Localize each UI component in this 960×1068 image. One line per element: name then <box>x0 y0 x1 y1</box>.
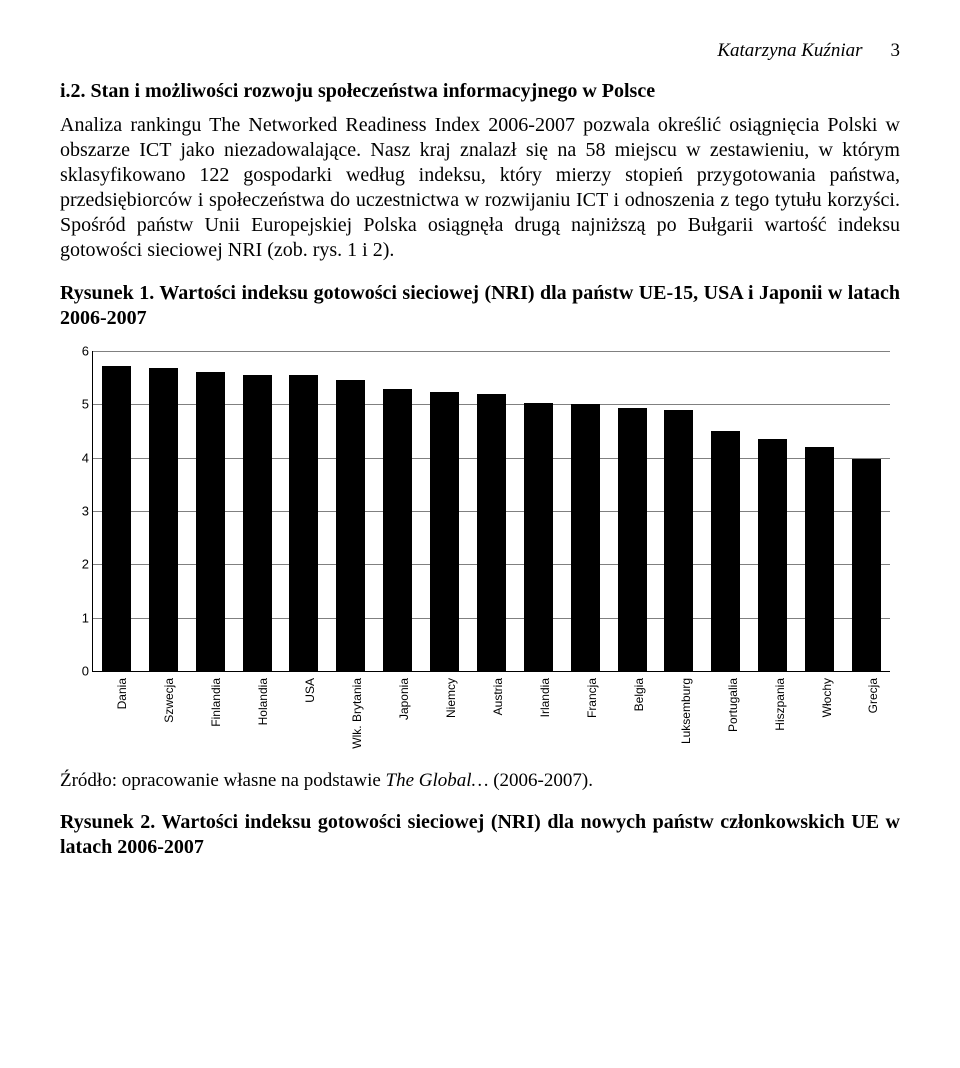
chart-bar <box>852 459 881 671</box>
chart-bar <box>664 410 693 671</box>
chart-bar-slot <box>796 351 843 671</box>
chart-ytick-label: 5 <box>71 397 89 412</box>
chart-bar-slot <box>140 351 187 671</box>
chart-bar-slot <box>515 351 562 671</box>
chart-x-label: Szwecja <box>139 672 186 762</box>
chart-bar <box>149 368 178 671</box>
chart-x-label: Dania <box>92 672 139 762</box>
chart-bar-slot <box>374 351 421 671</box>
chart-ytick-label: 0 <box>71 664 89 679</box>
chart-x-label: Holandia <box>233 672 280 762</box>
chart-bar-slot <box>327 351 374 671</box>
figure-1-caption-text: Rysunek 1. Wartości indeksu gotowości si… <box>60 282 900 329</box>
chart-bar <box>571 404 600 671</box>
source-italic: The Global… <box>386 770 489 791</box>
chart-bar <box>711 431 740 671</box>
chart-bar <box>243 375 272 671</box>
author-name: Katarzyna Kuźniar <box>717 40 862 62</box>
chart-bar <box>477 394 506 671</box>
chart-bar-slot <box>187 351 234 671</box>
chart-bar-slot <box>702 351 749 671</box>
chart-bar <box>336 380 365 671</box>
figure-1-caption: Rysunek 1. Wartości indeksu gotowości si… <box>60 281 900 331</box>
chart-ytick-label: 3 <box>71 504 89 519</box>
body-paragraph: Analiza rankingu The Networked Readiness… <box>60 113 900 263</box>
chart-x-label: Irlandia <box>514 672 561 762</box>
chart-bar <box>430 392 459 671</box>
chart-x-label: Luksemburg <box>655 672 702 762</box>
chart-x-label: Japonia <box>374 672 421 762</box>
chart-x-label: Finlandia <box>186 672 233 762</box>
chart-bar-slot <box>749 351 796 671</box>
chart-bars-container <box>93 351 890 671</box>
chart-x-label: Włochy <box>796 672 843 762</box>
chart-bar <box>758 439 787 671</box>
chart-bar <box>102 366 131 671</box>
chart-x-labels: DaniaSzwecjaFinlandiaHolandiaUSAWlk. Bry… <box>92 672 890 762</box>
chart-bar-slot <box>656 351 703 671</box>
section-heading: i.2. Stan i możliwości rozwoju społeczeń… <box>60 80 900 103</box>
figure-2-caption-text: Rysunek 2. Wartości indeksu gotowości si… <box>60 811 900 858</box>
chart-ytick-label: 1 <box>71 610 89 625</box>
chart-x-label: Niemcy <box>421 672 468 762</box>
chart-x-label: Grecja <box>843 672 890 762</box>
chart-bar-slot <box>421 351 468 671</box>
chart-bar <box>196 372 225 671</box>
chart-ytick-label: 4 <box>71 450 89 465</box>
chart-plot-area: 0123456 <box>92 351 890 672</box>
chart-x-label: Austria <box>468 672 515 762</box>
source-suffix: (2006-2007). <box>488 770 592 791</box>
chart-bar-slot <box>281 351 328 671</box>
chart-bar <box>383 389 412 671</box>
source-prefix: Źródło: opracowanie własne na podstawie <box>60 770 386 791</box>
chart-x-label: Wlk. Brytania <box>327 672 374 762</box>
chart-bar <box>805 447 834 671</box>
page-header: Katarzyna Kuźniar 3 <box>60 40 900 62</box>
chart-source: Źródło: opracowanie własne na podstawie … <box>60 770 900 792</box>
chart-bar-slot <box>468 351 515 671</box>
chart-x-label: Belgia <box>608 672 655 762</box>
chart-bar <box>618 408 647 671</box>
chart-x-label: Portugalia <box>702 672 749 762</box>
chart-ytick-label: 2 <box>71 557 89 572</box>
chart-x-label: Francja <box>561 672 608 762</box>
nri-bar-chart: 0123456 DaniaSzwecjaFinlandiaHolandiaUSA… <box>70 351 890 762</box>
figure-2-caption: Rysunek 2. Wartości indeksu gotowości si… <box>60 810 900 860</box>
chart-bar <box>524 403 553 671</box>
chart-bar-slot <box>562 351 609 671</box>
chart-bar-slot <box>234 351 281 671</box>
chart-ytick-label: 6 <box>71 344 89 359</box>
chart-bar-slot <box>93 351 140 671</box>
chart-bar-slot <box>609 351 656 671</box>
chart-x-label: Hiszpania <box>749 672 796 762</box>
page-number: 3 <box>891 40 901 62</box>
chart-bar-slot <box>843 351 890 671</box>
chart-x-label: USA <box>280 672 327 762</box>
chart-bar <box>289 375 318 671</box>
